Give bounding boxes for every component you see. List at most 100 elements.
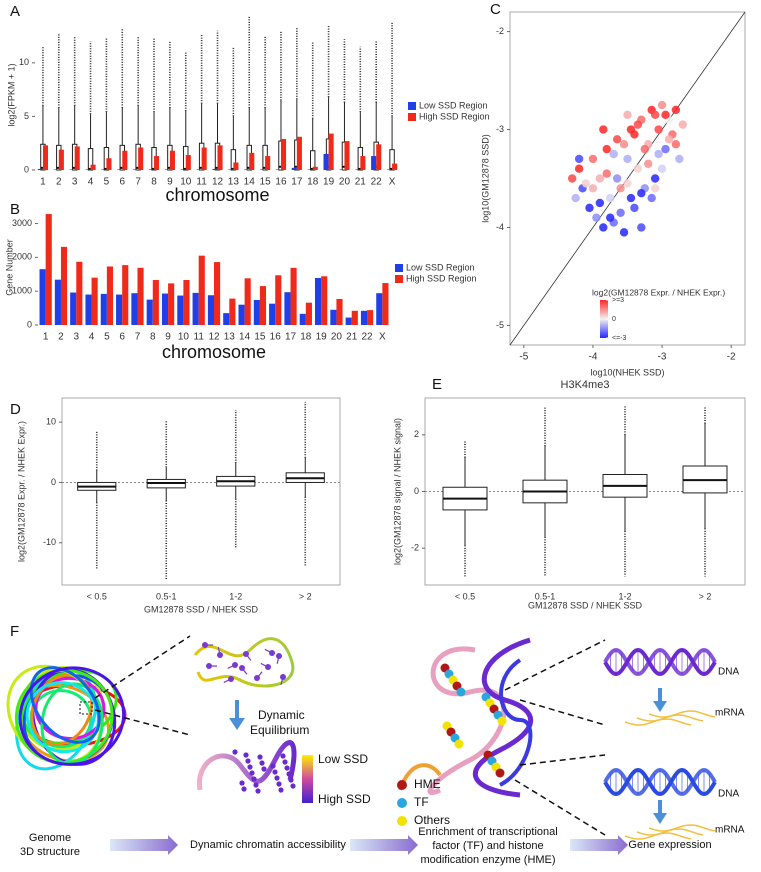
legend-label: High SSD Region [419, 111, 490, 121]
bar [54, 279, 61, 325]
point [661, 110, 670, 120]
point [571, 193, 580, 203]
point [602, 144, 611, 154]
bar [307, 169, 313, 170]
point [644, 159, 653, 169]
panel-label: F [10, 623, 19, 640]
legend-label: Others [414, 813, 450, 827]
x-tick-label: -5 [519, 352, 528, 363]
point [637, 223, 646, 232]
x-tick-label: 8 [151, 177, 157, 188]
molecule [280, 753, 286, 759]
x-tick-label: 3 [73, 332, 79, 343]
bar [382, 283, 389, 325]
bar [117, 169, 123, 170]
x-tick-label: X [389, 177, 396, 188]
x-tick-label: 18 [300, 332, 312, 343]
molecule [261, 766, 267, 772]
x-tick-label: 18 [307, 177, 319, 188]
x-axis-label: chromosome [165, 185, 269, 205]
x-tick-label: X [379, 332, 386, 343]
molecule [290, 783, 296, 789]
point [637, 188, 646, 198]
x-tick-label: 1-2 [229, 591, 242, 601]
bar [217, 145, 223, 170]
mrna [624, 710, 716, 840]
factors [440, 663, 507, 778]
chart-title: H3K4me3 [561, 379, 610, 391]
bar [60, 246, 68, 325]
x-tick-label: 17 [285, 332, 297, 343]
bar [201, 147, 207, 170]
bar [138, 147, 144, 170]
bar [214, 262, 221, 325]
point [661, 144, 670, 154]
bar [259, 286, 267, 325]
molecule [284, 765, 290, 771]
bar [275, 169, 281, 170]
molecule [278, 787, 284, 793]
zoom-line [519, 754, 606, 766]
x-tick-label: 0.5-1 [156, 591, 177, 601]
y-tick-label: 0 [51, 477, 56, 487]
bar [238, 304, 245, 325]
y-tick-label: 1000 [12, 286, 32, 296]
point [654, 149, 663, 159]
label-line: Enrichment of transcriptional [418, 826, 557, 838]
bar [253, 299, 260, 325]
x-tick-label: 1 [43, 332, 49, 343]
bar [146, 299, 153, 325]
legend-swatch [395, 264, 403, 272]
label-line: Equilibrium [250, 723, 309, 737]
chromatin-fiber [197, 740, 297, 791]
point [671, 105, 681, 115]
x-tick-label: 4 [88, 177, 94, 188]
bar [39, 269, 46, 325]
x-tick-label: 20 [339, 177, 351, 188]
molecule [239, 780, 245, 786]
molecule [274, 775, 280, 781]
bar [58, 149, 64, 170]
bar [85, 294, 92, 325]
bar [164, 169, 170, 170]
y-tick-label: 10 [19, 57, 29, 67]
bar [291, 167, 297, 170]
panel-label: D [10, 401, 21, 418]
arrow-head [229, 718, 245, 730]
point [616, 184, 625, 193]
x-axis-label: log10(NHEK SSD) [590, 367, 664, 377]
strand [603, 767, 717, 797]
bar [37, 168, 43, 170]
x-tick-label: 12 [212, 177, 224, 188]
point [664, 135, 674, 144]
x-tick-label: 8 [150, 332, 156, 343]
label-line: Gene expression [628, 839, 711, 851]
x-tick-label: 13 [224, 332, 236, 343]
x-tick-label: > 2 [299, 591, 312, 601]
molecule [253, 782, 259, 788]
x-tick-label: 11 [194, 332, 205, 343]
molecule [251, 776, 257, 782]
bar [100, 293, 107, 325]
step-label: Gene expression [628, 839, 711, 851]
y-tick-label: -2 [411, 543, 419, 553]
zoom-line [504, 639, 606, 691]
chromatin-loop [34, 676, 106, 740]
label-line: Genome [29, 832, 71, 844]
x-tick-label: > 2 [699, 591, 712, 601]
plot-frame [61, 397, 341, 586]
point [654, 125, 663, 134]
panel-label: C [490, 1, 501, 18]
y-tick-label: 10 [46, 417, 56, 427]
point [633, 164, 643, 173]
flow-arrow [110, 835, 178, 855]
molecule [249, 770, 255, 776]
y-tick-label: 0 [24, 164, 29, 174]
bar [137, 267, 144, 325]
legend-dot [397, 798, 407, 808]
legend-swatch [408, 102, 416, 110]
arrow-head [653, 813, 667, 824]
point [671, 140, 681, 149]
x-tick-label: < 0.5 [87, 591, 107, 601]
identity-line [509, 11, 746, 346]
